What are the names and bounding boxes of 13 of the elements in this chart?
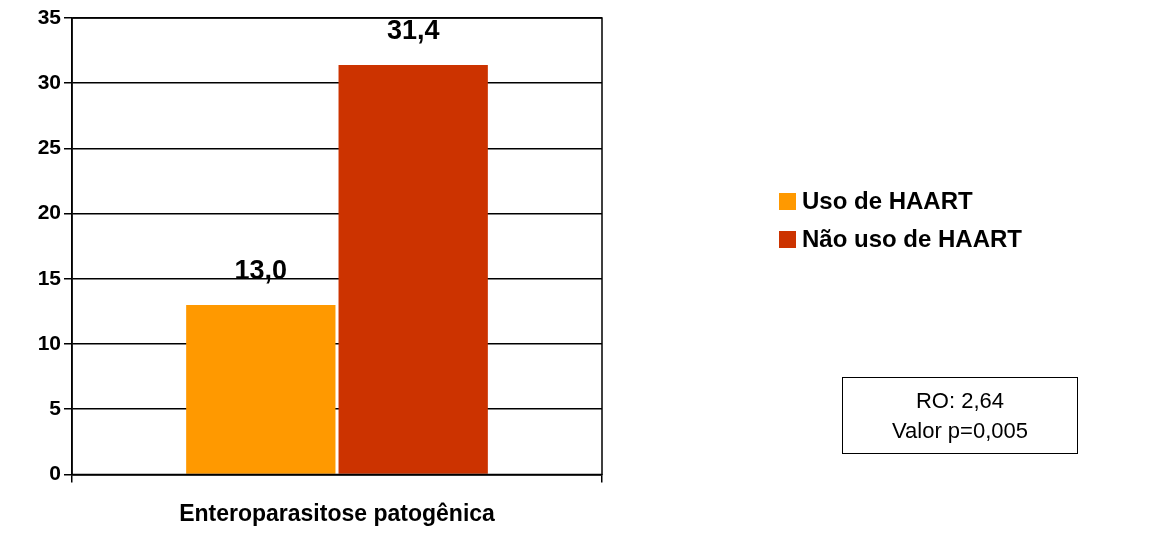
y-tick-label: 25 — [37, 135, 62, 159]
legend-label: Não uso de HAART — [802, 225, 1023, 253]
y-tick-label: 5 — [49, 396, 62, 419]
y-tick-label: 35 — [37, 4, 62, 28]
y-tick-label: 15 — [37, 265, 62, 289]
y-tick-label: 30 — [37, 70, 61, 93]
data-label: 31,4 — [386, 14, 440, 45]
y-tick-label: 10 — [37, 330, 61, 354]
text: RO: 2,64 Valor p=0,005 — [842, 377, 1078, 455]
x-tick-label: Enteroparasitose patogênica — [179, 499, 496, 526]
y-tick-label: 0 — [49, 461, 61, 485]
y-tick-label: 20 — [37, 200, 61, 224]
legend-label: Uso de HAART — [802, 187, 973, 215]
